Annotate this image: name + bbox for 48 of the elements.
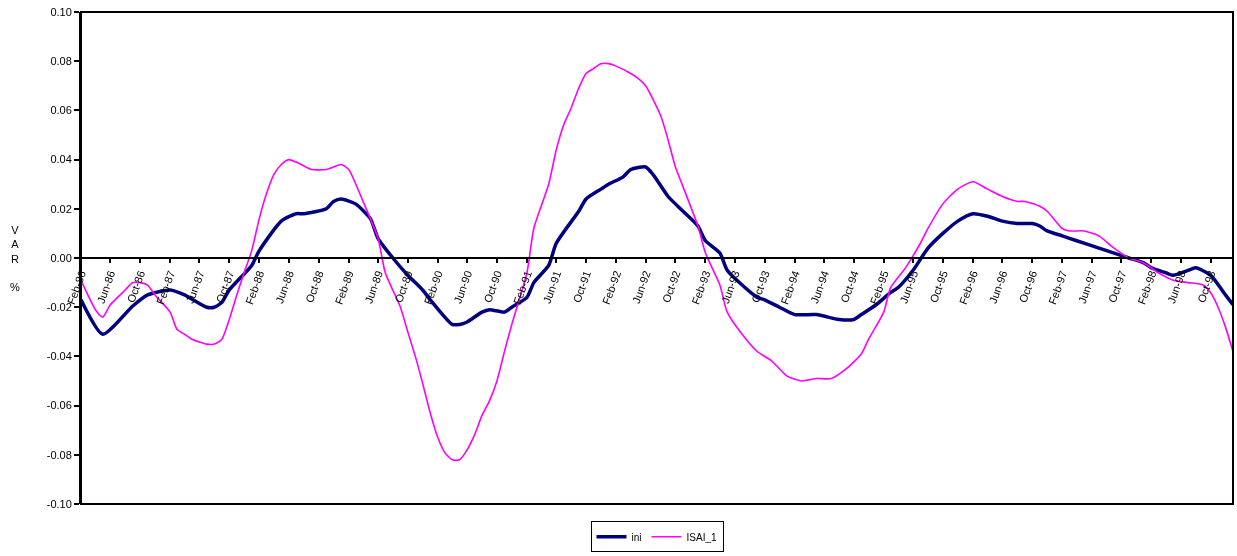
x-tick-label: Feb-90 <box>421 269 445 307</box>
x-tick-label: Feb-98 <box>1135 269 1159 307</box>
x-tick-label: Oct-91 <box>570 269 594 305</box>
x-tick-label: Jun-98 <box>1165 269 1188 305</box>
x-tick-label: Oct-89 <box>392 269 415 305</box>
y-tick-label: -0.10 <box>46 497 72 510</box>
x-tick-label: Oct-96 <box>1016 269 1040 305</box>
x-tick-label: Jun-95 <box>897 269 921 305</box>
x-tick-label: Oct-98 <box>1195 269 1218 305</box>
y-tick-label: 0.08 <box>50 55 72 68</box>
x-tick-label: Oct-88 <box>303 269 326 305</box>
x-tick-label: Jun-89 <box>362 269 386 305</box>
x-tick-label: Jun-91 <box>540 269 564 305</box>
y-tick-label: -0.08 <box>46 448 72 461</box>
y-tick-label: -0.04 <box>46 350 72 363</box>
x-tick-label: Oct-86 <box>124 269 148 305</box>
x-tick-label: Jun-90 <box>451 269 475 305</box>
x-tick-label: Jun-87 <box>183 269 207 305</box>
x-tick-label: Jun-97 <box>1075 269 1099 305</box>
x-tick-label: Feb-97 <box>1046 269 1070 307</box>
x-tick-label: Oct-90 <box>481 269 504 305</box>
x-tick-label: Jun-96 <box>986 269 1010 305</box>
y-tick-label: 0.04 <box>50 153 72 166</box>
x-tick-label: Oct-87 <box>213 269 237 305</box>
legend-label: ini <box>631 531 642 543</box>
x-tick-label: Jun-86 <box>94 269 118 305</box>
x-tick-label: Oct-94 <box>838 269 861 305</box>
x-tick-label: Feb-93 <box>689 269 713 307</box>
x-tick-label: Feb-88 <box>243 269 267 307</box>
y-tick-label: -0.06 <box>46 399 72 412</box>
x-tick-label: Feb-95 <box>867 269 891 307</box>
x-tick-label: Jun-92 <box>629 269 653 305</box>
x-tick-label: Feb-87 <box>153 269 178 307</box>
x-tick-label: Oct-93 <box>749 269 772 305</box>
x-tick-label: Feb-94 <box>778 269 802 307</box>
y-tick-label: 0.02 <box>50 202 72 215</box>
text: VAR % <box>10 224 20 294</box>
y-tick-label: 0.06 <box>50 104 72 117</box>
x-tick-label: Jun-88 <box>273 269 296 305</box>
y-tick-label: 0.10 <box>50 5 72 18</box>
y-tick-label: 0.00 <box>50 251 72 264</box>
x-tick-label: Oct-95 <box>927 269 950 305</box>
x-tick-label: Oct-97 <box>1105 269 1129 305</box>
x-tick-label: Jun-93 <box>719 269 742 305</box>
legend-label: ISAI_1 <box>686 531 717 543</box>
x-tick-label: Feb-89 <box>332 269 356 307</box>
x-tick-label: Jun-94 <box>808 269 831 305</box>
x-tick-label: Oct-92 <box>659 269 683 305</box>
